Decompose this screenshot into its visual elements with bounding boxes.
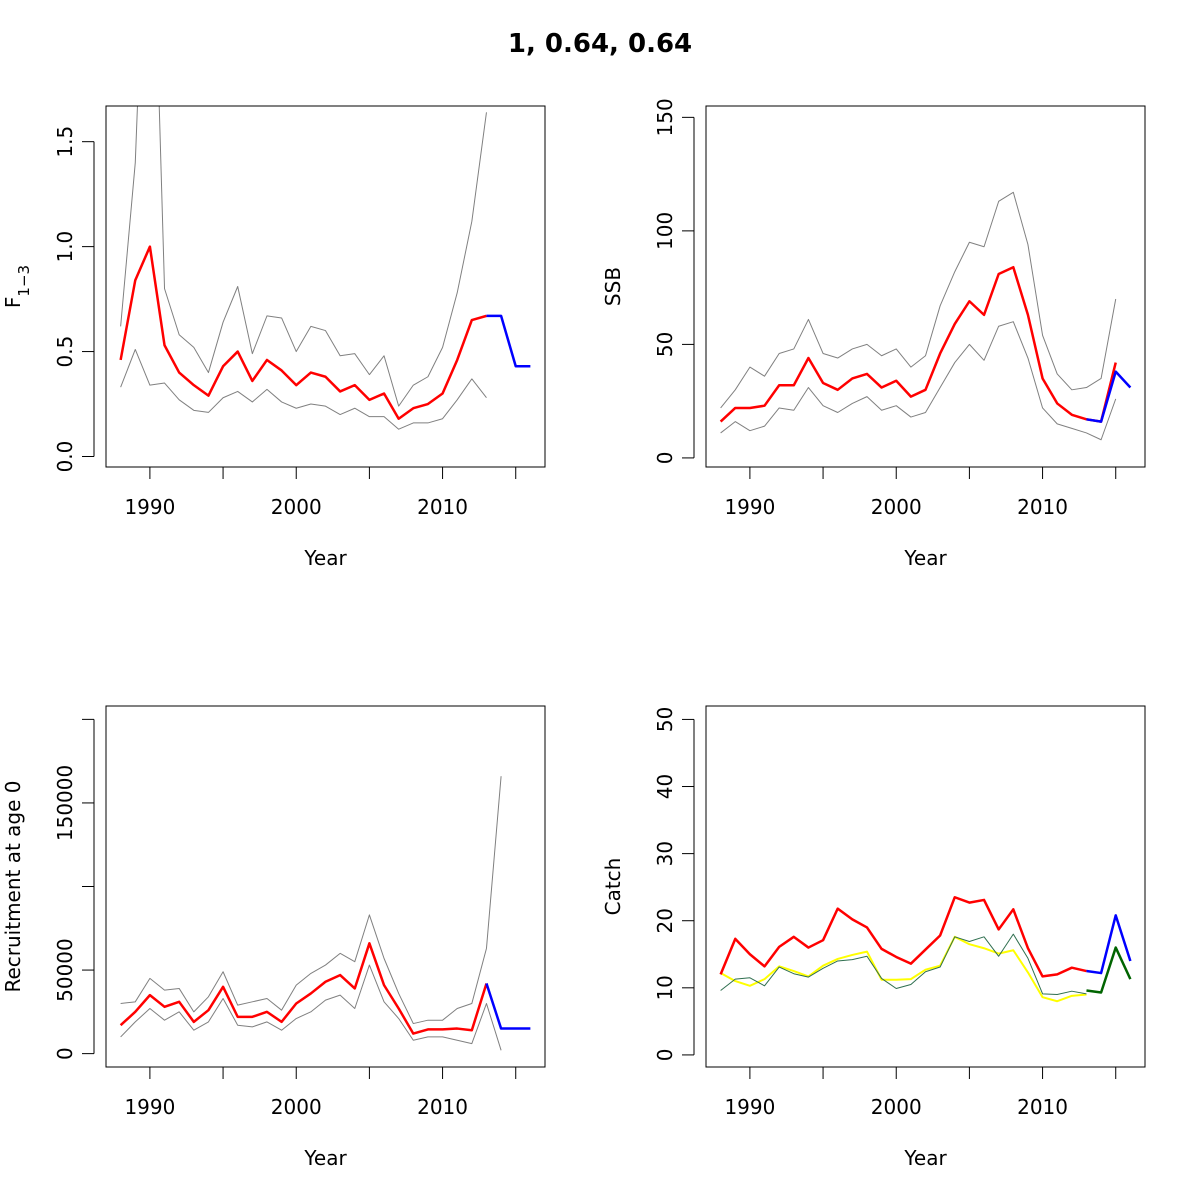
y-tick-label: 100	[653, 212, 677, 250]
series-line-projection	[485, 983, 531, 1030]
series-line-projection	[1086, 914, 1132, 975]
x-tick-label: 1990	[724, 495, 775, 519]
y-tick-label: 10	[653, 975, 677, 1000]
series-line-upper	[120, 106, 487, 407]
y-axis-label: Catch	[601, 858, 625, 916]
y-tick-label: 50000	[53, 938, 77, 1002]
x-tick-label: 2000	[271, 495, 322, 519]
y-tick-label: 50	[653, 707, 677, 732]
series-line-observed-a	[720, 935, 1087, 1003]
y-tick-label: 1.0	[53, 231, 77, 263]
y-tick-label: 0	[653, 452, 677, 465]
panel-3: 1990 2000 2010 Year 0 50000 150000 Recruitment …	[1, 705, 546, 1170]
x-tick-label: 2000	[271, 1095, 322, 1119]
plot-frame	[705, 705, 1146, 1068]
x-tick-label: 2000	[871, 1095, 922, 1119]
plot-frame	[105, 105, 546, 468]
series-line-projection-catch	[1086, 946, 1132, 994]
y-tick-label: 30	[653, 841, 677, 866]
series-line-estimate	[119, 245, 487, 420]
plot-frame	[105, 705, 546, 1068]
x-axis-label: Year	[903, 1146, 947, 1170]
series-line-upper	[720, 191, 1117, 409]
y-tick-label: 20	[653, 908, 677, 933]
figure-title: 1, 0.64, 0.64	[508, 29, 692, 59]
y-axis-label: SSB	[601, 267, 625, 306]
panel-1: 1990 2000 2010 Year 0.0 0.5 1.0 1.5 F1−3	[1, 105, 546, 570]
x-axis-label: Year	[303, 1146, 347, 1170]
series-line-observed-b	[720, 933, 1087, 996]
y-tick-label: 40	[653, 774, 677, 799]
y-axis-label: Recruitment at age 0	[1, 780, 25, 992]
y-axis-label: F1−3	[1, 265, 33, 308]
series-line-estimate	[119, 942, 488, 1035]
x-axis-label: Year	[303, 546, 347, 570]
y-tick-label: 0	[53, 1047, 77, 1060]
panel-4: 1990 2000 2010 Year 0 10 20 30 40 50 Catch	[601, 705, 1146, 1170]
y-tick-label: 150000	[53, 765, 77, 841]
y-axis-label-subscript: 1−3	[15, 265, 33, 297]
x-tick-label: 1990	[124, 1095, 175, 1119]
x-tick-label: 2010	[417, 1095, 468, 1119]
y-tick-label: 0	[653, 1049, 677, 1062]
series-line-projection	[486, 314, 531, 368]
series-line-estimate	[719, 265, 1117, 423]
series-line-upper	[120, 776, 502, 1025]
series-line-lower	[720, 321, 1117, 441]
series-line-lower	[120, 348, 487, 430]
x-tick-label: 2010	[1017, 495, 1068, 519]
y-tick-label: 0.5	[53, 336, 77, 368]
y-tick-label: 50	[653, 332, 677, 357]
panel-2: 1990 2000 2010 Year 0 50 100 150 SSB	[601, 98, 1146, 570]
series-line-projection	[1086, 370, 1132, 423]
y-tick-label: 1.5	[53, 126, 77, 158]
y-tick-label: 0.0	[53, 441, 77, 473]
x-tick-label: 1990	[124, 495, 175, 519]
series-line-estimate	[719, 895, 1087, 978]
series-line-lower	[120, 964, 502, 1051]
x-axis-label: Year	[903, 546, 947, 570]
x-tick-label: 2010	[417, 495, 468, 519]
x-tick-label: 2000	[871, 495, 922, 519]
x-tick-label: 2010	[1017, 1095, 1068, 1119]
x-tick-label: 1990	[724, 1095, 775, 1119]
y-tick-label: 150	[653, 98, 677, 136]
